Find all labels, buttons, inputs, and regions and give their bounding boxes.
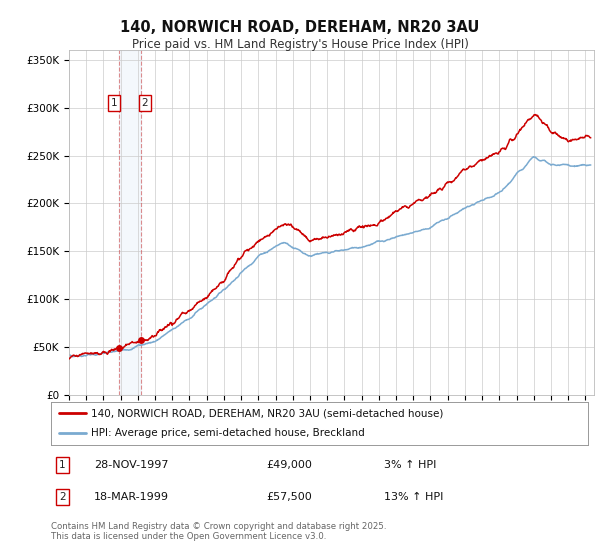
Text: 1: 1 bbox=[111, 98, 118, 108]
Text: 2: 2 bbox=[59, 492, 65, 502]
Text: £49,000: £49,000 bbox=[266, 460, 311, 470]
Text: 140, NORWICH ROAD, DEREHAM, NR20 3AU (semi-detached house): 140, NORWICH ROAD, DEREHAM, NR20 3AU (se… bbox=[91, 408, 443, 418]
Text: 18-MAR-1999: 18-MAR-1999 bbox=[94, 492, 169, 502]
Text: Price paid vs. HM Land Registry's House Price Index (HPI): Price paid vs. HM Land Registry's House … bbox=[131, 38, 469, 51]
Text: 3% ↑ HPI: 3% ↑ HPI bbox=[384, 460, 436, 470]
Text: 28-NOV-1997: 28-NOV-1997 bbox=[94, 460, 169, 470]
Text: 140, NORWICH ROAD, DEREHAM, NR20 3AU: 140, NORWICH ROAD, DEREHAM, NR20 3AU bbox=[121, 20, 479, 35]
Text: £57,500: £57,500 bbox=[266, 492, 311, 502]
Text: 2: 2 bbox=[142, 98, 148, 108]
Text: HPI: Average price, semi-detached house, Breckland: HPI: Average price, semi-detached house,… bbox=[91, 428, 365, 438]
Text: 1: 1 bbox=[59, 460, 65, 470]
Text: 13% ↑ HPI: 13% ↑ HPI bbox=[384, 492, 443, 502]
Text: Contains HM Land Registry data © Crown copyright and database right 2025.
This d: Contains HM Land Registry data © Crown c… bbox=[51, 522, 386, 542]
Bar bbox=[119, 50, 142, 395]
